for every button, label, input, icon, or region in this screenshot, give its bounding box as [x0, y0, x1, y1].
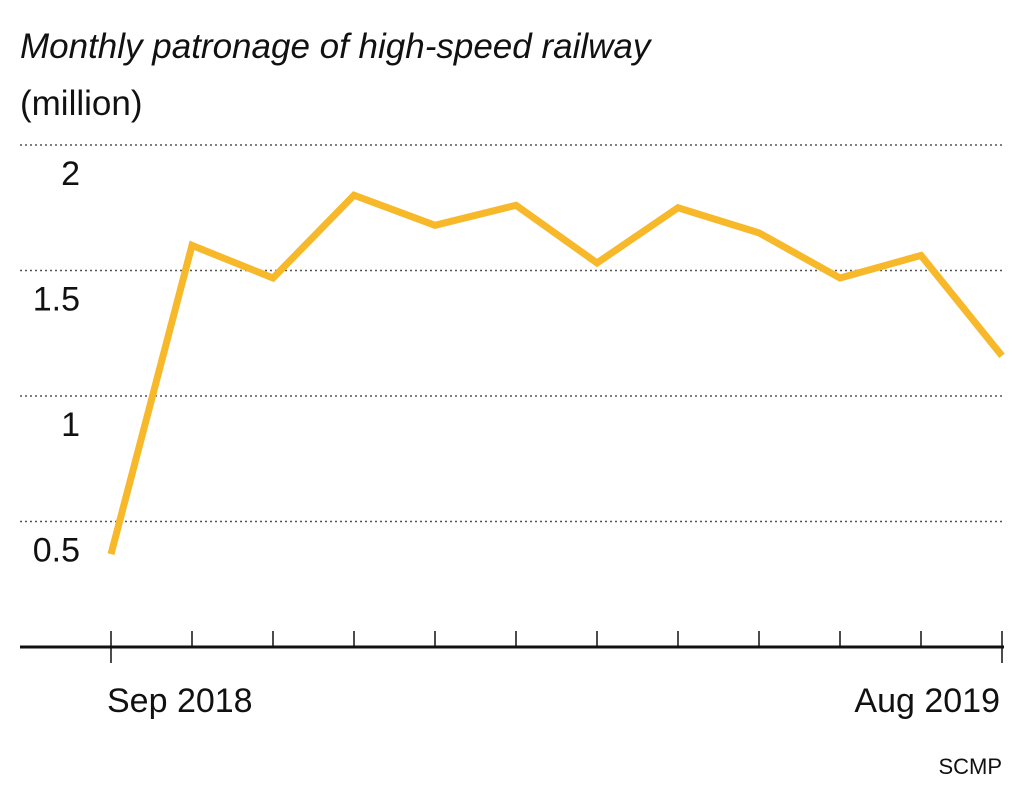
- y-tick-label: 1.5: [33, 281, 80, 319]
- y-tick-label: 0.5: [33, 532, 80, 570]
- y-tick-label: 2: [61, 155, 80, 193]
- x-tick-label: Aug 2019: [854, 682, 1000, 720]
- source: SCMP: [938, 754, 1002, 779]
- x-tick-label: Sep 2018: [107, 682, 253, 720]
- y-tick-label: 1: [61, 406, 80, 444]
- chart-title: Monthly patronage of high-speed railway: [20, 27, 653, 66]
- line: [107, 191, 1005, 556]
- chart-subtitle: (million): [20, 84, 143, 123]
